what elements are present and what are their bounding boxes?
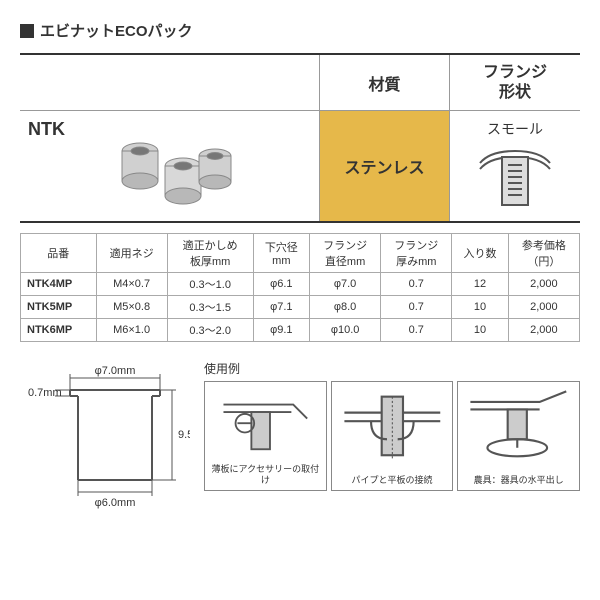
material-cell: ステンレス xyxy=(320,111,450,221)
spec-header-row: 品番適用ネジ適正かしめ 板厚mm下穴径 mmフランジ 直径mmフランジ 厚みmm… xyxy=(21,234,580,273)
table-cell: NTK4MP xyxy=(21,273,97,296)
usage-caption: 農具：器具の水平出し xyxy=(474,475,564,486)
material-value: ステンレス xyxy=(344,154,424,178)
table-row: NTK5MPM5×0.80.3〜1.5φ7.1φ8.00.7102,000 xyxy=(21,296,580,319)
page-title: エビナットECOパック xyxy=(40,20,193,41)
title-marker xyxy=(20,24,34,38)
usage-cell: 薄板にアクセサリーの取付け xyxy=(204,381,327,491)
flange-header: フランジ 形状 xyxy=(450,55,580,111)
table-cell: 12 xyxy=(452,273,508,296)
usage-caption: 薄板にアクセサリーの取付け xyxy=(209,464,322,486)
usage-icon-leveling xyxy=(462,386,575,471)
spec-col-header: 入り数 xyxy=(452,234,508,273)
dim-flange-dia: φ7.0mm xyxy=(95,365,136,377)
table-row: NTK4MPM4×0.70.3〜1.0φ6.1φ7.00.7122,000 xyxy=(21,273,580,296)
usage-block: 使用例 薄板にアクセサリーの取付け xyxy=(204,360,580,491)
spec-col-header: フランジ 厚みmm xyxy=(381,234,452,273)
table-cell: 0.7 xyxy=(381,319,452,342)
spec-col-header: 適正かしめ 板厚mm xyxy=(167,234,253,273)
spec-table: 品番適用ネジ適正かしめ 板厚mm下穴径 mmフランジ 直径mmフランジ 厚みmm… xyxy=(20,233,580,342)
table-cell: M6×1.0 xyxy=(96,319,167,342)
dim-body-dia: φ6.0mm xyxy=(95,497,136,509)
spec-col-header: 参考価格 （円） xyxy=(508,234,579,273)
table-cell: 0.7 xyxy=(381,296,452,319)
usage-caption: パイプと平板の接続 xyxy=(351,475,432,486)
dim-height: 9.5mm xyxy=(178,429,190,441)
series-cell: NTK xyxy=(20,111,320,221)
table-cell: 2,000 xyxy=(508,296,579,319)
table-cell: 2,000 xyxy=(508,273,579,296)
table-cell: M4×0.7 xyxy=(96,273,167,296)
table-cell: φ6.1 xyxy=(253,273,309,296)
page-title-row: エビナットECOパック xyxy=(20,20,580,41)
table-cell: 0.3〜2.0 xyxy=(167,319,253,342)
table-cell: 0.3〜1.0 xyxy=(167,273,253,296)
spec-body: NTK4MPM4×0.70.3〜1.0φ6.1φ7.00.7122,000NTK… xyxy=(21,273,580,342)
table-cell: M5×0.8 xyxy=(96,296,167,319)
usage-icon-pipe xyxy=(336,386,449,471)
usage-grid: 薄板にアクセサリーの取付け パイプと平板の接続 xyxy=(204,381,580,491)
bottom-row: φ7.0mm 0.7mm 9.5mm φ6.0mm 使用例 薄板にアクセサリーの… xyxy=(20,360,580,510)
table-cell: φ8.0 xyxy=(310,296,381,319)
table-cell: 10 xyxy=(452,319,508,342)
classification-grid: 材質 フランジ 形状 NTK xyxy=(20,53,580,223)
usage-title: 使用例 xyxy=(204,360,580,377)
table-cell: φ10.0 xyxy=(310,319,381,342)
dimension-diagram: φ7.0mm 0.7mm 9.5mm φ6.0mm xyxy=(20,360,190,510)
spec-col-header: 品番 xyxy=(21,234,97,273)
table-cell: φ7.0 xyxy=(310,273,381,296)
usage-cell: パイプと平板の接続 xyxy=(331,381,454,491)
table-cell: NTK5MP xyxy=(21,296,97,319)
series-label: NTK xyxy=(28,119,65,140)
table-cell: 0.3〜1.5 xyxy=(167,296,253,319)
spec-col-header: フランジ 直径mm xyxy=(310,234,381,273)
material-header: 材質 xyxy=(320,55,450,111)
dim-flange-thick: 0.7mm xyxy=(28,387,62,399)
product-icon xyxy=(95,121,245,211)
table-cell: φ9.1 xyxy=(253,319,309,342)
table-row: NTK6MPM6×1.00.3〜2.0φ9.1φ10.00.7102,000 xyxy=(21,319,580,342)
spec-col-header: 下穴径 mm xyxy=(253,234,309,273)
series-header-blank xyxy=(20,55,320,111)
spec-col-header: 適用ネジ xyxy=(96,234,167,273)
usage-icon-accessory xyxy=(209,386,322,460)
flange-shape-value: スモール xyxy=(487,119,543,139)
flange-header-text: フランジ 形状 xyxy=(483,63,547,101)
table-cell: NTK6MP xyxy=(21,319,97,342)
table-cell: 10 xyxy=(452,296,508,319)
table-cell: 2,000 xyxy=(508,319,579,342)
usage-cell: 農具：器具の水平出し xyxy=(457,381,580,491)
table-cell: 0.7 xyxy=(381,273,452,296)
table-cell: φ7.1 xyxy=(253,296,309,319)
flange-shape-icon xyxy=(470,143,560,213)
flange-shape-cell: スモール xyxy=(450,111,580,221)
